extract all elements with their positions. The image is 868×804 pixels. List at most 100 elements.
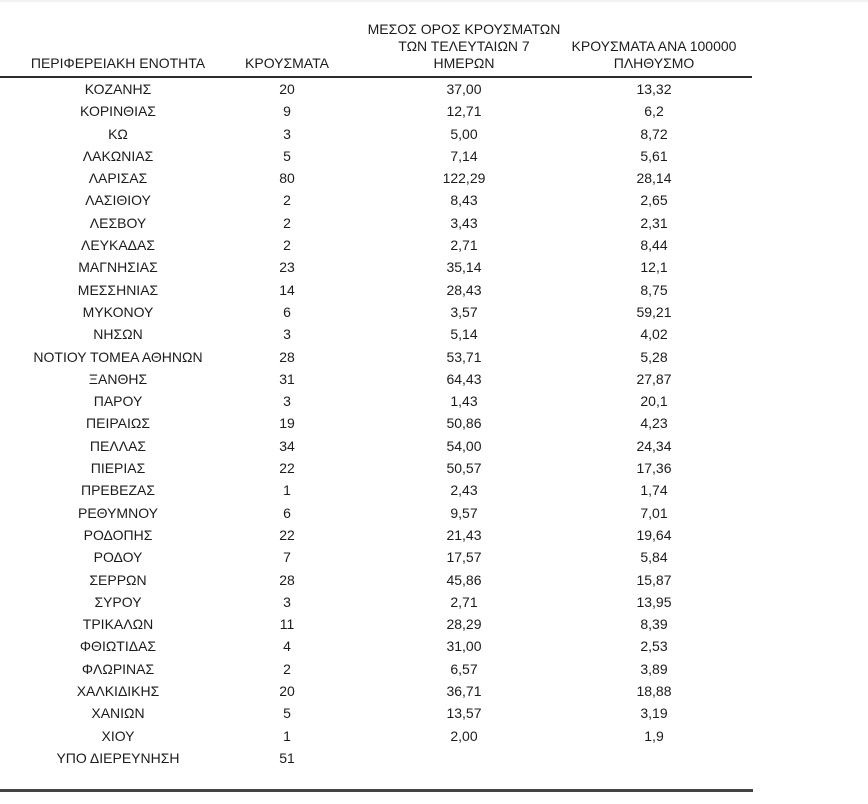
per-100k-cell: 2,53 xyxy=(640,638,668,655)
cases-cell: 4 xyxy=(283,638,291,655)
region-cell: ΤΡΙΚΑΛΩΝ xyxy=(82,616,154,633)
table-row: ΚΟΖΑΝΗΣ 20 37,00 13,32 xyxy=(0,78,752,100)
per-100k-cell: 2,31 xyxy=(640,214,668,231)
cases-cell: 3 xyxy=(283,326,291,343)
region-cell: ΛΑΚΩΝΙΑΣ xyxy=(82,147,154,164)
region-cell: ΚΩ xyxy=(108,125,128,142)
per-100k-cell: 8,39 xyxy=(640,616,668,633)
cases-cell: 3 xyxy=(283,125,291,142)
per-100k-cell: 5,84 xyxy=(640,549,668,566)
per-100k-cell: 27,87 xyxy=(636,370,672,387)
cases-cell: 6 xyxy=(283,303,291,320)
cases-cell: 34 xyxy=(279,437,295,454)
table-row: ΡΕΘΥΜΝΟΥ 6 9,57 7,01 xyxy=(0,502,752,524)
region-cell: ΧΑΝΙΩΝ xyxy=(91,705,145,722)
page-top-edge xyxy=(0,0,868,2)
table-row: ΛΕΥΚΑΔΑΣ 2 2,71 8,44 xyxy=(0,234,752,256)
cases-cell: 6 xyxy=(283,504,291,521)
table-row: ΞΑΝΘΗΣ 31 64,43 27,87 xyxy=(0,368,752,390)
cases-cell: 22 xyxy=(279,460,295,477)
per-100k-cell: 6,2 xyxy=(644,103,664,120)
cases-cell: 28 xyxy=(279,348,295,365)
per-100k-cell: 19,64 xyxy=(636,526,672,543)
region-cell: ΝΟΤΙΟΥ ΤΟΜΕΑ ΑΘΗΝΩΝ xyxy=(33,348,203,365)
table-row: ΚΟΡΙΝΘΙΑΣ 9 12,71 6,2 xyxy=(0,100,752,122)
column-header-avg-7day: ΜΕΣΟΣ ΟΡΟΣ ΚΡΟΥΣΜΑΤΩΝ ΤΩΝ ΤΕΛΕΥΤΑΙΩΝ 7 Η… xyxy=(367,21,561,71)
region-cell: ΚΟΖΑΝΗΣ xyxy=(84,81,152,97)
per-100k-cell: 13,95 xyxy=(636,593,672,610)
table-row: ΧΑΝΙΩΝ 5 13,57 3,19 xyxy=(0,702,752,724)
avg-7day-cell: 54,00 xyxy=(446,437,482,454)
cases-cell: 3 xyxy=(283,593,291,610)
table-row: ΦΘΙΩΤΙΔΑΣ 4 31,00 2,53 xyxy=(0,635,752,657)
table-row: ΠΡΕΒΕΖΑΣ 1 2,43 1,74 xyxy=(0,479,752,501)
per-100k-cell: 59,21 xyxy=(636,303,672,320)
region-cell: ΧΑΛΚΙΔΙΚΗΣ xyxy=(76,683,160,700)
table-body: ΚΟΖΑΝΗΣ 20 37,00 13,32 ΚΟΡΙΝΘΙΑΣ 9 12,71 6,2 ΚΩ 3… xyxy=(0,78,752,769)
table-row: ΡΟΔΟΥ 7 17,57 5,84 xyxy=(0,546,752,568)
avg-7day-cell: 31,00 xyxy=(446,638,482,655)
cases-cell: 9 xyxy=(283,103,291,120)
per-100k-cell: 13,32 xyxy=(636,81,672,97)
region-cell: ΦΛΩΡΙΝΑΣ xyxy=(81,660,155,677)
avg-7day-cell: 35,14 xyxy=(446,259,482,276)
cases-cell: 2 xyxy=(283,660,291,677)
cases-cell: 23 xyxy=(279,259,295,276)
region-cell: ΛΕΣΒΟΥ xyxy=(89,214,147,231)
per-100k-cell: 3,89 xyxy=(640,660,668,677)
table-row: ΜΥΚΟΝΟΥ 6 3,57 59,21 xyxy=(0,301,752,323)
cases-cell: 1 xyxy=(283,482,291,499)
region-cell: ΚΟΡΙΝΘΙΑΣ xyxy=(80,103,156,120)
table-row: ΛΑΡΙΣΑΣ 80 122,29 28,14 xyxy=(0,167,752,189)
cases-cell: 20 xyxy=(279,683,295,700)
region-cell: ΝΗΣΩΝ xyxy=(93,326,143,343)
avg-7day-cell: 3,43 xyxy=(450,214,478,231)
column-header-cases: ΚΡΟΥΣΜΑΤΑ xyxy=(245,55,329,71)
cases-cell: 7 xyxy=(283,549,291,566)
per-100k-cell: 2,65 xyxy=(640,192,668,209)
per-100k-cell: 28,14 xyxy=(636,170,672,187)
region-cell: ΡΕΘΥΜΝΟΥ xyxy=(77,504,158,521)
cases-cell: 11 xyxy=(279,616,295,633)
per-100k-cell: 5,28 xyxy=(640,348,668,365)
table-row: ΧΑΛΚΙΔΙΚΗΣ 20 36,71 18,88 xyxy=(0,680,752,702)
cases-cell: 31 xyxy=(279,370,295,387)
avg-7day-cell: 50,86 xyxy=(446,415,482,432)
avg-7day-cell: 28,29 xyxy=(446,616,482,633)
table-row: ΣΥΡΟΥ 3 2,71 13,95 xyxy=(0,591,752,613)
avg-7day-cell: 5,14 xyxy=(450,326,478,343)
table-row: ΚΩ 3 5,00 8,72 xyxy=(0,123,752,145)
table-header-row: ΠΕΡΙΦΕΡΕΙΑΚΗ ΕΝΟΤΗΤΑ ΚΡΟΥΣΜΑΤΑ ΜΕΣΟΣ ΟΡΟ… xyxy=(0,0,752,78)
cases-cell: 19 xyxy=(279,415,295,432)
cases-cell: 2 xyxy=(283,237,291,254)
cases-cell: 3 xyxy=(283,393,291,410)
region-cell: ΡΟΔΟΥ xyxy=(93,549,143,566)
cases-cell: 80 xyxy=(279,170,295,187)
table-row: ΝΟΤΙΟΥ ΤΟΜΕΑ ΑΘΗΝΩΝ 28 53,71 5,28 xyxy=(0,346,752,368)
cases-cell: 22 xyxy=(279,526,295,543)
avg-7day-cell: 64,43 xyxy=(446,370,482,387)
region-cell: ΥΠΟ ΔΙΕΡΕΥΝΗΣΗ xyxy=(56,749,180,766)
region-cell: ΛΑΣΙΘΙΟΥ xyxy=(85,192,151,209)
region-cell: ΠΙΕΡΙΑΣ xyxy=(90,460,146,477)
table-row: ΤΡΙΚΑΛΩΝ 11 28,29 8,39 xyxy=(0,613,752,635)
table-row: ΝΗΣΩΝ 3 5,14 4,02 xyxy=(0,323,752,345)
avg-7day-cell: 3,57 xyxy=(450,303,478,320)
avg-7day-cell: 45,86 xyxy=(446,571,482,588)
table-row: ΡΟΔΟΠΗΣ 22 21,43 19,64 xyxy=(0,524,752,546)
per-100k-cell: 4,23 xyxy=(640,415,668,432)
avg-7day-cell: 36,71 xyxy=(446,683,482,700)
region-cell: ΜΕΣΣΗΝΙΑΣ xyxy=(77,281,159,298)
table-row: ΛΕΣΒΟΥ 2 3,43 2,31 xyxy=(0,212,752,234)
per-100k-cell: 15,87 xyxy=(636,571,672,588)
per-100k-cell: 4,02 xyxy=(640,326,668,343)
table-row: ΠΕΙΡΑΙΩΣ 19 50,86 4,23 xyxy=(0,412,752,434)
region-cell: ΦΘΙΩΤΙΔΑΣ xyxy=(79,638,157,655)
per-100k-cell: 12,1 xyxy=(640,259,668,276)
cases-cell: 1 xyxy=(283,727,291,744)
per-100k-cell: 24,34 xyxy=(636,437,672,454)
per-100k-cell: 8,72 xyxy=(640,125,668,142)
region-cell: ΛΑΡΙΣΑΣ xyxy=(88,170,148,187)
table-row: ΥΠΟ ΔΙΕΡΕΥΝΗΣΗ 51 xyxy=(0,747,752,769)
